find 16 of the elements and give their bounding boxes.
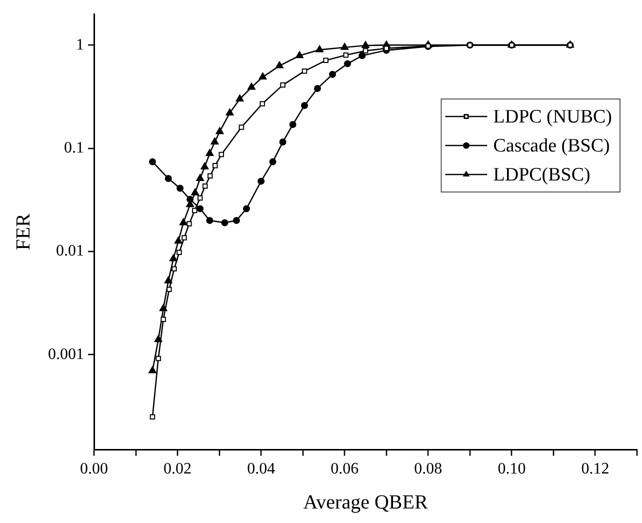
x-axis-title: Average QBER bbox=[303, 491, 428, 514]
y-tick-label: 0.1 bbox=[64, 140, 84, 156]
x-tick-label: 0.00 bbox=[80, 460, 108, 478]
legend-label: LDPC(BSC) bbox=[493, 164, 590, 186]
legend-label: LDPC (NUBC) bbox=[493, 106, 612, 128]
y-tick-label: 0.001 bbox=[48, 346, 84, 363]
x-tick-label: 0.02 bbox=[164, 460, 192, 478]
x-tick-label: 0.04 bbox=[247, 460, 276, 478]
x-tick-label: 0.06 bbox=[330, 460, 359, 478]
y-tick-label: 1 bbox=[76, 36, 84, 54]
y-axis-title: FER bbox=[12, 212, 34, 250]
y-tick-label: 0.01 bbox=[56, 242, 84, 260]
x-tick-label: 0.10 bbox=[498, 460, 526, 478]
x-tick-label: 0.12 bbox=[581, 460, 610, 478]
x-tick-label: 0.08 bbox=[414, 460, 442, 478]
legend-label: Cascade (BSC) bbox=[493, 135, 610, 156]
